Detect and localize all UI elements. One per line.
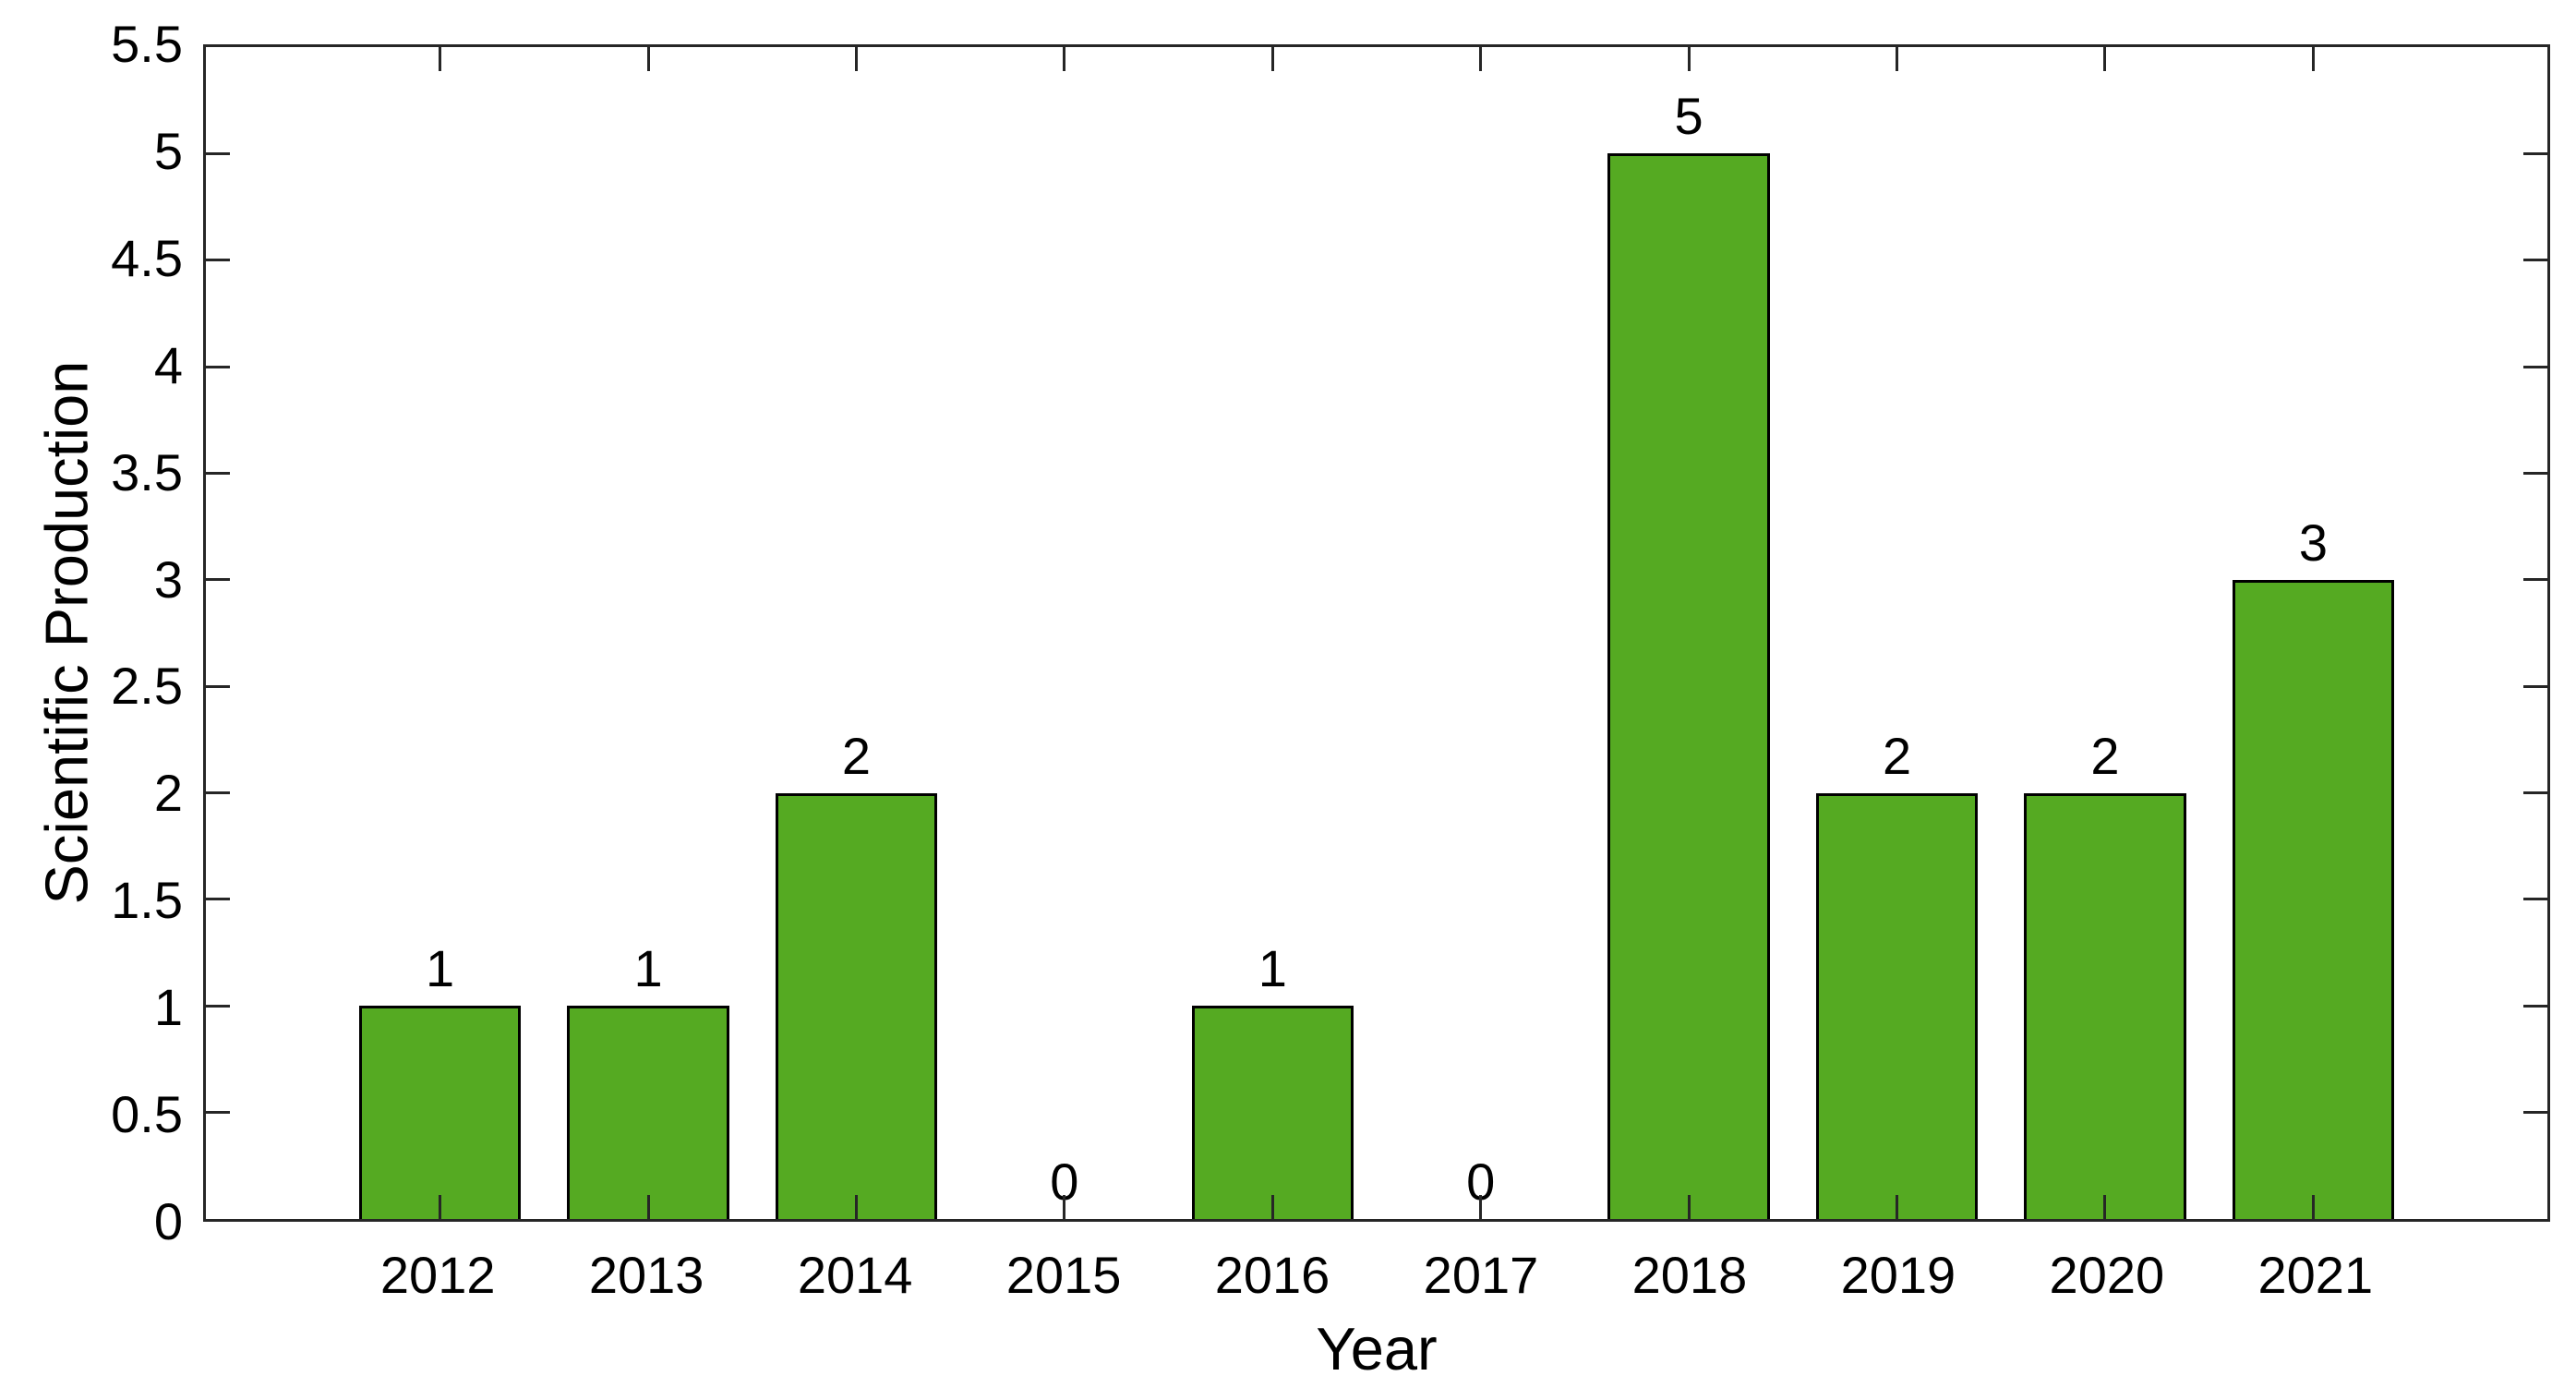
y-tick-label: 0	[153, 1192, 183, 1250]
x-tick-top	[2311, 47, 2315, 71]
y-tick-left	[206, 471, 230, 475]
x-tick-bottom	[1896, 1195, 1899, 1219]
x-tick-label: 2013	[588, 1246, 704, 1304]
y-tick-left	[206, 1111, 230, 1115]
y-tick-right	[2523, 1111, 2547, 1115]
bar-2014	[775, 792, 938, 1219]
x-tick-label: 2016	[1214, 1246, 1330, 1304]
bar-value-label: 1	[633, 939, 663, 998]
y-tick-right	[2523, 365, 2547, 368]
y-tick-label: 4.5	[111, 228, 183, 287]
y-tick-left	[206, 898, 230, 901]
x-tick-label: 2018	[1631, 1246, 1748, 1304]
x-tick-top	[2103, 47, 2107, 71]
y-tick-left	[206, 1004, 230, 1008]
y-tick-label: 0.5	[111, 1085, 183, 1144]
y-tick-right	[2523, 259, 2547, 262]
y-tick-label: 2	[153, 764, 183, 823]
bar-value-label: 5	[1674, 87, 1703, 146]
x-tick-label: 2015	[1005, 1246, 1122, 1304]
y-tick-right	[2523, 898, 2547, 901]
bar-2012	[358, 1006, 522, 1219]
x-tick-bottom	[646, 1195, 650, 1219]
x-tick-label: 2012	[379, 1246, 496, 1304]
x-tick-label: 2020	[2049, 1246, 2165, 1304]
y-tick-left	[206, 578, 230, 582]
x-tick-label: 2017	[1423, 1246, 1539, 1304]
bar-2021	[2232, 579, 2395, 1219]
x-tick-label: 2014	[797, 1246, 913, 1304]
y-tick-left	[206, 365, 230, 368]
x-tick-top	[1063, 47, 1066, 71]
y-tick-right	[2523, 791, 2547, 795]
y-tick-label: 1.5	[111, 871, 183, 930]
y-tick-label: 2.5	[111, 657, 183, 716]
y-tick-right	[2523, 578, 2547, 582]
x-tick-top	[439, 47, 442, 71]
bar-value-label: 1	[1258, 939, 1287, 998]
bar-2018	[1607, 153, 1770, 1219]
x-axis-label: Year	[1316, 1315, 1438, 1382]
bar-2019	[1815, 792, 1979, 1219]
x-tick-top	[1270, 47, 1274, 71]
x-tick-top	[1896, 47, 1899, 71]
y-tick-left	[206, 791, 230, 795]
x-tick-label-row: 2012 2013 2014 2015 2016 2017 2018 2019 2020 2021	[203, 1249, 2550, 1305]
bar-value-label: 1	[426, 939, 455, 998]
x-tick-bottom	[1479, 1195, 1483, 1219]
y-tick-right	[2523, 684, 2547, 688]
bar-value-label: 2	[1882, 726, 1912, 785]
x-tick-bottom	[854, 1195, 858, 1219]
x-tick-bottom	[1063, 1195, 1066, 1219]
y-tick-label: 5.5	[111, 15, 183, 73]
x-tick-top	[1687, 47, 1691, 71]
x-tick-top	[646, 47, 650, 71]
x-tick-label: 2019	[1840, 1246, 1956, 1304]
y-tick-left	[206, 259, 230, 262]
y-tick-right	[2523, 151, 2547, 155]
x-tick-bottom	[2311, 1195, 2315, 1219]
y-tick-right	[2523, 1004, 2547, 1008]
y-tick-label-column: 0 0.5 1 1.5 2 2.5 3 3.5 4 4.5 5 5.5	[0, 18, 183, 1248]
x-tick-bottom	[439, 1195, 442, 1219]
bar-value-label: 3	[2298, 513, 2328, 572]
y-tick-label: 3.5	[111, 442, 183, 501]
x-tick-bottom	[1687, 1195, 1691, 1219]
y-tick-label: 3	[153, 549, 183, 609]
y-tick-right	[2523, 471, 2547, 475]
x-tick-top	[1479, 47, 1483, 71]
bar-2013	[567, 1006, 729, 1219]
y-tick-left	[206, 684, 230, 688]
bar-2020	[2024, 792, 2186, 1219]
bar-value-label: 2	[2090, 726, 2120, 785]
x-tick-label: 2021	[2257, 1246, 2374, 1304]
y-tick-label: 1	[153, 978, 183, 1037]
bar-2016	[1191, 1006, 1354, 1219]
bar-value-label: 2	[841, 726, 872, 785]
y-tick-label: 5	[153, 121, 183, 180]
y-tick-left	[206, 151, 230, 155]
x-tick-bottom	[1270, 1195, 1274, 1219]
y-tick-label: 4	[153, 335, 183, 394]
x-tick-top	[854, 47, 858, 71]
x-tick-bottom	[2103, 1195, 2107, 1219]
